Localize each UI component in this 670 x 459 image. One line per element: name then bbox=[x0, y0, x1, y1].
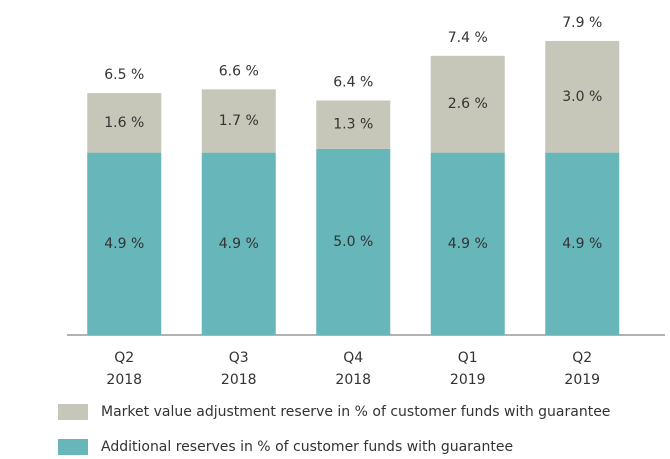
total-label: 7.4 % bbox=[448, 30, 488, 46]
value-label: 1.6 % bbox=[104, 115, 144, 131]
x-tick-label: Q4 2018 bbox=[335, 350, 371, 388]
bar-segment bbox=[545, 40, 620, 153]
legend-label: Market value adjustment reserve in % of … bbox=[101, 404, 610, 420]
total-label: 6.6 % bbox=[219, 63, 259, 79]
bar-segment bbox=[201, 152, 276, 335]
total-label: 7.9 % bbox=[562, 15, 602, 31]
x-tick-label: Q3 2018 bbox=[221, 350, 257, 388]
value-label: 4.9 % bbox=[448, 236, 488, 252]
x-tick-label: Q2 2019 bbox=[564, 350, 600, 388]
value-label: 4.9 % bbox=[562, 236, 602, 252]
bar-segment bbox=[87, 152, 162, 335]
bar-segment bbox=[430, 152, 505, 335]
value-label: 2.6 % bbox=[448, 96, 488, 112]
bar-segment bbox=[430, 55, 505, 153]
value-label: 4.9 % bbox=[219, 236, 259, 252]
x-tick-label: Q1 2019 bbox=[450, 350, 486, 388]
bar-segment bbox=[316, 100, 391, 149]
bar-segment bbox=[87, 93, 162, 153]
value-label: 1.7 % bbox=[219, 113, 259, 129]
bar-segment bbox=[545, 152, 620, 335]
legend-label: Additional reserves in % of customer fun… bbox=[101, 439, 513, 455]
x-tick-label: Q2 2018 bbox=[106, 350, 142, 388]
value-label: 3.0 % bbox=[562, 89, 602, 105]
legend-swatch bbox=[58, 439, 88, 455]
bar-segment bbox=[201, 89, 276, 153]
value-label: 4.9 % bbox=[104, 236, 144, 252]
value-label: 5.0 % bbox=[333, 234, 373, 250]
total-label: 6.5 % bbox=[104, 67, 144, 83]
total-label: 6.4 % bbox=[333, 75, 373, 91]
legend-swatch bbox=[58, 404, 88, 420]
value-label: 1.3 % bbox=[333, 117, 373, 133]
bar-segment bbox=[316, 148, 391, 335]
